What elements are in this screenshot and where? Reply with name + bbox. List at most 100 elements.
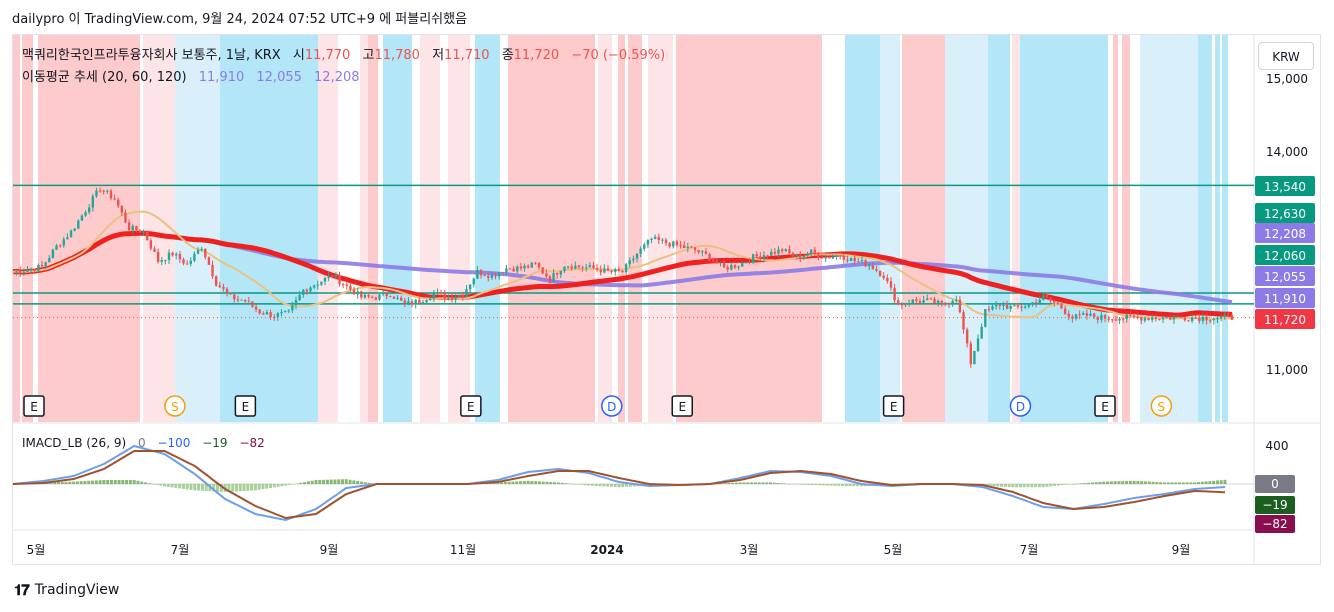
- candle-body: [690, 246, 693, 248]
- regime-band: [1122, 35, 1130, 422]
- macd-histogram-bar: [333, 479, 337, 484]
- macd-histogram-bar: [545, 481, 549, 484]
- macd-histogram-bar: [617, 484, 621, 488]
- x-tick-label: 7월: [1020, 543, 1039, 557]
- event-marker-e[interactable]: [23, 395, 45, 417]
- legend-high: 11,780: [374, 48, 420, 63]
- candle-body: [911, 299, 914, 304]
- macd-histogram-bar: [113, 480, 117, 484]
- candle-body: [22, 271, 26, 274]
- macd-histogram-bar: [325, 479, 329, 484]
- event-marker-label: E: [1101, 400, 1109, 414]
- candle-body: [1067, 313, 1070, 317]
- candle-body: [153, 248, 156, 252]
- regime-band: [448, 35, 470, 422]
- candle-body: [479, 269, 483, 276]
- candle-body: [1132, 315, 1136, 317]
- legend-symbol[interactable]: 맥쿼리한국인프라투융자회사 보통주, 1날, KRX: [22, 48, 281, 63]
- candle-body: [73, 228, 76, 231]
- candle-body: [664, 239, 668, 244]
- candle-body: [487, 275, 490, 278]
- candle-body: [624, 264, 628, 273]
- candle-body: [770, 251, 773, 256]
- event-marker-label: D: [607, 400, 616, 414]
- event-marker-label: D: [1016, 400, 1025, 414]
- candle-body: [1092, 313, 1096, 317]
- candle-body: [646, 240, 650, 245]
- macd-histogram-bar: [810, 484, 814, 486]
- candle-body: [1147, 317, 1150, 320]
- ma60-line: [12, 230, 1233, 318]
- candle-body: [1002, 304, 1005, 307]
- candle-body: [240, 299, 243, 301]
- candle-body: [857, 261, 860, 263]
- legend-open-label: 시: [292, 48, 305, 63]
- candle-body: [606, 268, 610, 271]
- event-marker-e[interactable]: [460, 395, 482, 417]
- macd-histogram-bar: [272, 484, 276, 488]
- candle-body: [835, 255, 838, 257]
- candle-body: [846, 259, 849, 261]
- regime-band: [1222, 35, 1228, 422]
- candle-body: [918, 300, 922, 303]
- event-marker-e[interactable]: [882, 395, 905, 417]
- candle-body: [555, 272, 559, 275]
- macd-histogram-bar: [750, 482, 754, 484]
- macd-histogram-bar: [11, 484, 15, 485]
- event-marker-label: S: [1158, 400, 1166, 414]
- candle-body: [1230, 315, 1234, 320]
- candle-body: [146, 231, 149, 241]
- candle-body: [360, 291, 363, 298]
- macd-histogram-bar: [212, 484, 216, 492]
- legend-ma-name[interactable]: 이동평균 추세 (20, 60, 120): [22, 70, 187, 85]
- candle-body: [886, 277, 889, 282]
- candle-body: [831, 256, 835, 259]
- macd-histogram-bar: [833, 484, 837, 486]
- candle-body: [225, 288, 229, 293]
- footer-brand[interactable]: 𝟏𝟕 TradingView: [14, 581, 119, 599]
- event-marker-d[interactable]: [601, 395, 623, 417]
- legend-low: 11,710: [444, 48, 490, 63]
- candle-body: [254, 306, 258, 310]
- macd-histogram-bar: [825, 484, 829, 486]
- event-marker-s[interactable]: [1150, 395, 1173, 417]
- event-marker-e[interactable]: [671, 395, 693, 417]
- candle-body: [62, 239, 65, 246]
- macd-histogram-bar: [1068, 484, 1072, 485]
- candle-body: [1009, 305, 1012, 309]
- candle-body: [1169, 317, 1172, 320]
- legend-macd-name[interactable]: IMACD_LB (26, 9): [22, 436, 127, 450]
- regime-band: [902, 35, 945, 422]
- candle-body: [566, 266, 570, 268]
- x-tick-label: 5월: [884, 543, 903, 557]
- candle-body: [860, 260, 864, 262]
- macd-histogram-bar: [1090, 482, 1094, 484]
- candle-body: [987, 309, 991, 311]
- candle-body: [182, 259, 185, 264]
- candle-body: [1143, 317, 1147, 321]
- event-marker-label: E: [242, 400, 250, 414]
- macd-histogram-bar: [242, 484, 246, 491]
- candle-body: [661, 239, 664, 241]
- macd-histogram-bar: [159, 484, 163, 486]
- macd-histogram-bar: [530, 481, 534, 484]
- candle-body: [233, 294, 236, 300]
- event-marker-e[interactable]: [234, 395, 257, 417]
- macd-histogram-bar: [253, 484, 257, 491]
- macd-histogram-bar: [94, 480, 98, 484]
- candle-body: [26, 270, 29, 272]
- candle-body: [965, 329, 969, 344]
- event-marker-s[interactable]: [164, 395, 186, 417]
- event-marker-d[interactable]: [1009, 395, 1032, 417]
- candle-body: [251, 301, 254, 307]
- macd-histogram-bar: [234, 484, 238, 492]
- currency-button[interactable]: KRW: [1258, 42, 1314, 70]
- macd-histogram-bar: [276, 484, 280, 487]
- candle-body: [164, 260, 167, 262]
- candle-body: [748, 262, 751, 264]
- macd-histogram-bar: [602, 484, 606, 487]
- macd-histogram-bar: [613, 484, 617, 487]
- candle-body: [175, 253, 178, 256]
- event-marker-e[interactable]: [1094, 395, 1116, 417]
